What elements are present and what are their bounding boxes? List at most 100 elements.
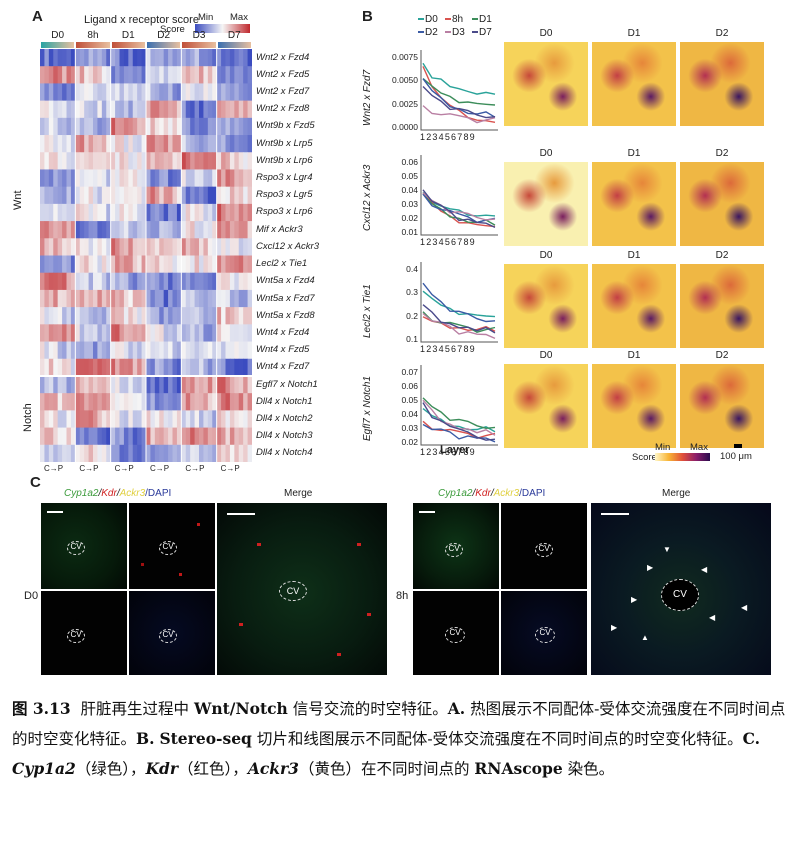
heatmap-cell <box>150 358 156 377</box>
heatmap-cell <box>163 238 169 256</box>
heatmap-legend-min: Min <box>198 12 214 23</box>
heatmap-cell <box>48 324 54 343</box>
heatmap-cell <box>53 255 59 274</box>
heatmap-cell <box>137 100 143 119</box>
heatmap-cell <box>57 152 63 170</box>
micro-d0-merge: CV <box>217 503 387 675</box>
heatmap-cell <box>44 135 50 153</box>
heatmap-cell <box>62 203 67 222</box>
heatmap-cell <box>97 66 103 84</box>
heatmap-cell <box>194 255 200 274</box>
heatmap-cell <box>141 393 147 411</box>
heatmap-cell <box>115 169 120 188</box>
heatmap-cell <box>57 49 63 67</box>
heatmap-cell <box>168 135 173 153</box>
heatmap-cell <box>190 66 196 84</box>
heatmap-cell <box>66 375 72 394</box>
heatmap-cell <box>163 152 169 170</box>
heatmap-cell <box>243 289 249 308</box>
heatmap-cell <box>247 255 252 274</box>
heatmap-cell <box>75 100 81 119</box>
lineplot-ytick: 0.4 <box>406 264 418 274</box>
heatmap-cell <box>163 341 169 360</box>
heatmap-cell <box>123 169 129 188</box>
figure-caption: 图 3.13 肝脏再生过程中 Wnt/Notch 信号交流的时空特征。A. 热图… <box>12 694 792 784</box>
heatmap-cell <box>79 410 85 429</box>
heatmap-cell <box>70 358 76 377</box>
heatmap-cell <box>84 341 90 360</box>
lineplot-ytick: 0.06 <box>401 157 418 167</box>
heatmap-cell <box>40 358 45 377</box>
heatmap-cell <box>194 427 200 446</box>
heatmap-cell <box>221 100 226 119</box>
lineplot-series <box>422 423 496 443</box>
heatmap-cell <box>146 203 151 222</box>
heatmap-cell <box>84 255 90 274</box>
heatmap-cell <box>110 100 116 119</box>
heatmap-cell <box>101 289 107 308</box>
heatmap-cell <box>154 375 160 394</box>
heatmap-cell <box>62 221 67 239</box>
heatmap-cell <box>101 83 107 102</box>
heatmap-cell <box>199 49 204 67</box>
heatmap-row-label: Wnt2 x Fzd8 <box>256 103 310 115</box>
heatmap-cell <box>234 238 240 256</box>
heatmap-cell <box>172 307 178 325</box>
heatmap-cell <box>106 117 112 136</box>
heatmap-cell <box>106 289 112 308</box>
heatmap-cell <box>48 152 54 170</box>
stain-kdr-r: Kdr <box>475 488 491 499</box>
heatmap-cell <box>48 410 54 429</box>
heatmap-cell <box>163 49 169 67</box>
heatmap-cell <box>53 169 59 188</box>
heatmap-cell <box>115 100 120 119</box>
heatmap-cell <box>84 49 90 67</box>
heatmap-cell <box>128 135 134 153</box>
legend-text: 8h <box>452 14 464 25</box>
stain-sep1: / <box>98 488 102 499</box>
heatmap-cell <box>101 117 107 136</box>
heatmap-cell <box>97 410 103 429</box>
heatmap-cell <box>159 135 165 153</box>
heatmap-cell <box>163 444 169 462</box>
heatmap-cell <box>225 324 231 343</box>
timepoint-label: D1 <box>121 30 135 41</box>
heatmap-cell <box>110 221 116 239</box>
heatmap-cell <box>84 393 90 411</box>
heatmap-cell <box>159 410 165 429</box>
heatmap-cell <box>119 152 125 170</box>
legend-entry: 8h <box>445 14 463 25</box>
stain-kdr: Kdr <box>101 488 117 499</box>
heatmap-cell <box>119 238 125 256</box>
heatmap-row-label: Egfl7 x Notch1 <box>256 378 318 390</box>
heatmap-cell <box>132 66 138 84</box>
heatmap-cell <box>97 238 103 256</box>
heatmap-cell <box>150 289 156 308</box>
heatmap-cell <box>238 100 244 119</box>
heatmap-cell <box>146 358 151 377</box>
heatmap-cell <box>199 272 204 291</box>
heatmap-cell <box>172 49 178 67</box>
heatmap-cell <box>93 324 98 343</box>
heatmap-cell <box>146 169 151 188</box>
heatmap-cell <box>185 307 191 325</box>
heatmap-cell <box>190 289 196 308</box>
heatmap-cell <box>168 203 173 222</box>
heatmap-cell <box>53 152 59 170</box>
heatmap-cell <box>150 83 156 102</box>
heatmap-cell <box>48 186 54 205</box>
heatmap-cell <box>243 83 249 102</box>
heatmap-legend-score: Score <box>160 24 185 35</box>
timepoint-label: D3 <box>192 30 206 41</box>
heatmap-cell <box>79 66 85 84</box>
heatmap-cell <box>247 410 252 429</box>
heatmap-cell <box>150 410 156 429</box>
map-score-min: Min <box>655 442 671 453</box>
heatmap-cell <box>238 341 244 360</box>
heatmap-cell <box>194 117 200 136</box>
heatmap-cell <box>216 238 222 256</box>
heatmap-cell <box>185 83 191 102</box>
heatmap-cell <box>101 221 107 239</box>
lineplot-ylabel: Egfl7 x Notch1 <box>362 375 373 441</box>
heatmap-cell <box>168 375 173 394</box>
